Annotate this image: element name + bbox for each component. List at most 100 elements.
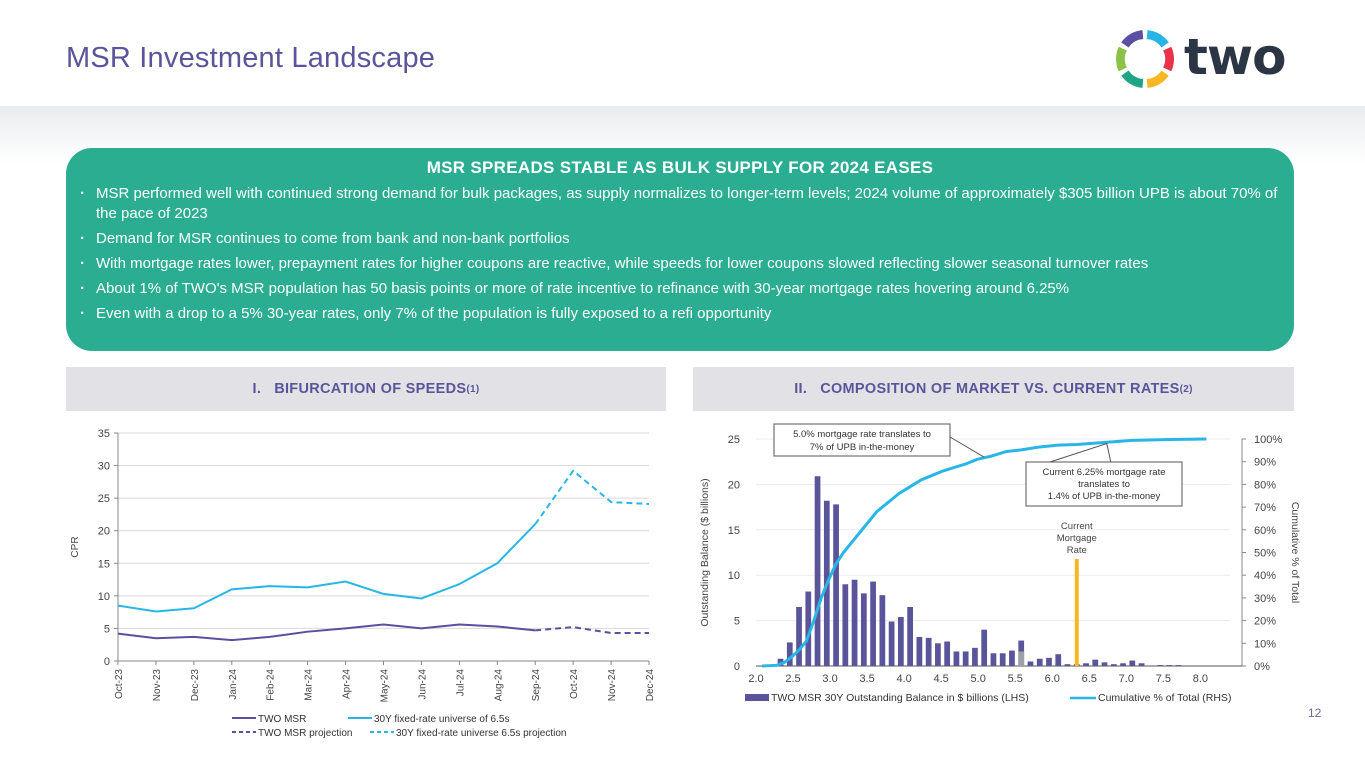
x-tick-label: Jan-24 bbox=[228, 669, 239, 700]
series-line bbox=[535, 626, 649, 634]
speeds-line-chart: 0 5 10 15 20 25 30 35 CPR Oct-23 Nov-23 Dec-23 Jan-2… bbox=[70, 428, 656, 739]
series-line bbox=[117, 523, 536, 613]
annotation-text: 5.0% mortgage rate translates to bbox=[793, 429, 931, 440]
company-logo: two bbox=[1112, 26, 1297, 92]
bar bbox=[999, 653, 1006, 666]
bar bbox=[1009, 650, 1015, 666]
page-number: 12 bbox=[1308, 706, 1322, 720]
annotation-text: Current 6.25% mortgage rate bbox=[1042, 467, 1165, 478]
x-tick-label: Mar-24 bbox=[304, 669, 315, 701]
x-tick-label: Apr-24 bbox=[342, 669, 353, 699]
x-tick-label: 4.0 bbox=[896, 673, 911, 685]
y2-tick-label: 80% bbox=[1254, 479, 1276, 491]
y2-tick-label: 100% bbox=[1254, 434, 1282, 446]
bar bbox=[888, 621, 895, 666]
bar bbox=[870, 581, 876, 666]
bar bbox=[1110, 664, 1117, 666]
bar bbox=[962, 651, 969, 666]
y2-tick-label: 10% bbox=[1254, 638, 1276, 650]
y-tick-label: 20 bbox=[728, 479, 740, 491]
y2-axis-label: Cumulative % of Total bbox=[1289, 502, 1301, 603]
bar bbox=[990, 653, 997, 666]
x-tick-label: Dec-24 bbox=[645, 669, 656, 702]
logo-segment bbox=[1146, 30, 1169, 48]
summary-heading: MSR SPREADS STABLE AS BULK SUPPLY FOR 20… bbox=[426, 158, 934, 177]
y-tick-label: 35 bbox=[98, 428, 110, 440]
bar bbox=[1046, 657, 1052, 666]
summary-bullet-list: MSR performed well with continued strong… bbox=[80, 184, 1280, 324]
summary-panel: MSR SPREADS STABLE AS BULK SUPPLY FOR 20… bbox=[66, 148, 1294, 351]
bar bbox=[842, 584, 849, 666]
y2-tick-label: 50% bbox=[1254, 548, 1276, 560]
summary-bullet: MSR performed well with continued strong… bbox=[80, 184, 1280, 224]
bar bbox=[1166, 665, 1173, 666]
y2-tick-label: 90% bbox=[1254, 457, 1276, 469]
legend-label: 30Y fixed-rate universe 6.5s projection bbox=[396, 728, 566, 739]
annotation-box bbox=[773, 423, 951, 457]
composition-bar-chart: 0 5 10 15 20 25 0% 10% 20% 30% 40% 50% 60% 70% 80% 90% 1… bbox=[699, 423, 1301, 704]
annotation-leader bbox=[1049, 442, 1112, 463]
summary-bullet: Even with a drop to a 5% 30-year rates, … bbox=[80, 304, 1280, 324]
bar bbox=[1138, 663, 1145, 666]
current-rate-label: Current bbox=[1061, 521, 1093, 532]
x-tick-label: Sep-24 bbox=[531, 669, 542, 702]
bar bbox=[814, 476, 821, 666]
x-tick-label: 2.5 bbox=[785, 673, 800, 685]
bar bbox=[851, 579, 858, 666]
legend-label: TWO MSR 30Y Outstanding Balance in $ bil… bbox=[771, 692, 1029, 704]
bar bbox=[1157, 665, 1163, 666]
logo-star-icon bbox=[1116, 30, 1174, 88]
y-tick-label: 15 bbox=[98, 558, 110, 570]
legend-label: 30Y fixed-rate universe of 6.5s bbox=[374, 714, 509, 725]
y-tick-label: 10 bbox=[98, 591, 110, 603]
current-rate-line bbox=[1074, 558, 1079, 666]
cumulative-line bbox=[761, 437, 1207, 668]
bar bbox=[953, 651, 960, 666]
x-tick-label: 3.0 bbox=[822, 673, 837, 685]
y2-tick-label: 20% bbox=[1254, 616, 1276, 628]
y-tick-label: 0 bbox=[734, 661, 740, 673]
current-rate-label: Mortgage bbox=[1057, 533, 1097, 544]
annotation-text: translates to bbox=[1078, 479, 1130, 490]
x-tick-label: 6.0 bbox=[1045, 673, 1060, 685]
y-axis-label: CPR bbox=[70, 536, 81, 557]
logo-segment bbox=[1121, 70, 1144, 88]
page-title: MSR Investment Landscape bbox=[66, 42, 436, 74]
bar bbox=[897, 616, 904, 666]
bar bbox=[935, 643, 941, 666]
y2-tick-label: 0% bbox=[1254, 661, 1270, 673]
annotation-leader bbox=[949, 436, 985, 458]
bar bbox=[1064, 664, 1071, 666]
bar bbox=[805, 591, 812, 666]
x-tick-label: 5.5 bbox=[1008, 673, 1023, 685]
legend-label: TWO MSR bbox=[258, 714, 306, 725]
x-tick-label: 5.0 bbox=[971, 673, 986, 685]
x-tick-label: Jul-24 bbox=[455, 669, 466, 697]
y-tick-label: 25 bbox=[728, 434, 740, 446]
legend-label: TWO MSR projection bbox=[258, 728, 352, 739]
bar bbox=[1120, 663, 1126, 666]
x-tick-label: Feb-24 bbox=[266, 669, 277, 701]
summary-bullet: About 1% of TWO's MSR population has 50 … bbox=[80, 279, 1280, 299]
x-tick-label: 4.5 bbox=[934, 673, 949, 685]
y-tick-label: 20 bbox=[98, 526, 110, 538]
x-tick-label: 3.5 bbox=[859, 673, 874, 685]
y2-tick-label: 30% bbox=[1254, 593, 1276, 605]
logo-segment bbox=[1163, 46, 1174, 72]
current-rate-label: Rate bbox=[1067, 545, 1087, 556]
x-tick-label: 8.0 bbox=[1193, 673, 1208, 685]
annotation-text: 1.4% of UPB in-the-money bbox=[1048, 491, 1161, 502]
bar bbox=[833, 504, 839, 666]
bar bbox=[879, 595, 886, 666]
bar bbox=[1129, 660, 1136, 666]
y-tick-label: 0 bbox=[104, 656, 110, 668]
x-tick-label: 2.0 bbox=[748, 673, 763, 685]
summary-bullet: With mortgage rates lower, prepayment ra… bbox=[80, 254, 1280, 274]
y-tick-label: 5 bbox=[104, 623, 110, 635]
x-tick-label: Nov-24 bbox=[607, 669, 618, 702]
section-title: II. COMPOSITION OF MARKET VS. CURRENT RA… bbox=[794, 381, 1180, 397]
bar bbox=[916, 636, 923, 666]
bar bbox=[972, 647, 978, 666]
y-tick-label: 5 bbox=[734, 616, 740, 628]
footnote-marker: (2) bbox=[1179, 383, 1193, 395]
